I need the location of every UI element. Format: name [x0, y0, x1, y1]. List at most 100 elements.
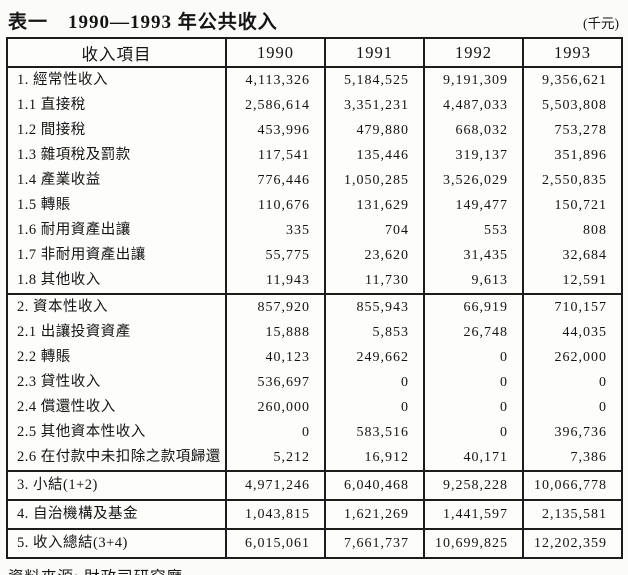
cell-value: 44,035: [522, 320, 622, 345]
header-cell-item: 收入項目: [7, 38, 226, 68]
cell-value: 1,441,597: [423, 499, 523, 529]
row-label: 2.6 在付款中未扣除之款項歸還: [17, 449, 221, 465]
cell-value: 536,697: [225, 370, 325, 395]
cell-value: 0: [324, 395, 424, 420]
cell-value: 396,736: [522, 420, 622, 445]
cell-value: 335: [225, 218, 325, 243]
table-row: 1. 經常性收入 4,113,326 5,184,525 9,191,309 9,356…: [7, 67, 622, 93]
cell-value: 0: [522, 395, 622, 420]
table-row: 4. 自治機構及基金 1,043,815 1,621,269 1,441,597 2,1…: [7, 499, 622, 529]
cell-value: 0: [423, 395, 523, 420]
cell-value: 1,043,815: [225, 499, 325, 529]
cell-value: 479,880: [324, 118, 424, 143]
cell-value: 11,730: [324, 268, 424, 294]
cell-value: 2,586,614: [225, 93, 325, 118]
cell-value: 0: [324, 370, 424, 395]
cell-value: 135,446: [324, 143, 424, 168]
cell-value: 710,157: [522, 293, 622, 320]
row-label: 1.3 雜項稅及罰款: [17, 147, 131, 163]
cell-value: 7,661,737: [324, 528, 424, 558]
table-body: 1. 經常性收入 4,113,326 5,184,525 9,191,309 9,356…: [7, 67, 622, 558]
row-label: 1.6 耐用資產出讓: [17, 222, 131, 238]
row-label: 1.4 產業收益: [17, 172, 101, 188]
cell-value: 6,015,061: [225, 528, 325, 558]
cell-value: 16,912: [324, 445, 424, 471]
cell-value: 857,920: [225, 293, 325, 320]
cell-value: 1,621,269: [324, 499, 424, 529]
cell-value: 583,516: [324, 420, 424, 445]
table-row: 2.4 償還性收入 260,000 0 0 0: [7, 395, 622, 420]
table-row: 1.2 間接稅 453,996 479,880 668,032 753,278: [7, 118, 622, 143]
table-row: 5. 收入總結(3+4) 6,015,061 7,661,737 10,699,825…: [7, 528, 622, 558]
row-label: 3. 小結(1+2): [7, 470, 226, 500]
table-row: 1.3 雜項稅及罰款 117,541 135,446 319,137 351,896: [7, 143, 622, 168]
cell-value: 3,526,029: [423, 168, 523, 193]
cell-value: 4,113,326: [225, 67, 325, 93]
header-cell-1990: 1990: [225, 38, 325, 68]
table-row: 1.5 轉賬 110,676 131,629 149,477 150,721: [7, 193, 622, 218]
row-label: 1.1 直接稅: [17, 97, 86, 113]
cell-value: 855,943: [324, 293, 424, 320]
cell-value: 150,721: [522, 193, 622, 218]
cell-value: 23,620: [324, 243, 424, 268]
cell-value: 40,171: [423, 445, 523, 471]
cell-value: 0: [423, 345, 523, 370]
cell-value: 40,123: [225, 345, 325, 370]
cell-value: 31,435: [423, 243, 523, 268]
cell-value: 5,212: [225, 445, 325, 471]
table-row: 1.4 產業收益 776,446 1,050,285 3,526,029 2,550,8…: [7, 168, 622, 193]
cell-value: 249,662: [324, 345, 424, 370]
cell-value: 66,919: [423, 293, 523, 320]
table-unit-label: (千元): [583, 16, 619, 31]
header-cell-1993: 1993: [522, 38, 622, 68]
table-row: 2. 資本性收入 857,920 855,943 66,919 710,157: [7, 293, 622, 320]
cell-value: 110,676: [225, 193, 325, 218]
table-row: 1.1 直接稅 2,586,614 3,351,231 4,487,033 5,503,…: [7, 93, 622, 118]
cell-value: 0: [522, 370, 622, 395]
row-label: 1.2 間接稅: [17, 122, 86, 138]
table-row: 2.3 貸性收入 536,697 0 0 0: [7, 370, 622, 395]
cell-value: 5,853: [324, 320, 424, 345]
cell-value: 351,896: [522, 143, 622, 168]
table-caption-row: 表一 1990—1993 年公共收入 (千元): [6, 5, 623, 37]
cell-value: 0: [225, 420, 325, 445]
table-title: 表一 1990—1993 年公共收入: [8, 12, 278, 33]
table-row: 1.7 非耐用資產出讓 55,775 23,620 31,435 32,684: [7, 243, 622, 268]
cell-value: 149,477: [423, 193, 523, 218]
cell-value: 10,066,778: [522, 470, 622, 500]
header-cell-1992: 1992: [423, 38, 523, 68]
cell-value: 12,202,359: [522, 528, 622, 558]
source-note: 資料來源: 財政司研究廳。: [6, 565, 623, 575]
cell-value: 131,629: [324, 193, 424, 218]
cell-value: 2,550,835: [522, 168, 622, 193]
cell-value: 753,278: [522, 118, 622, 143]
row-label: 1. 經常性收入: [17, 72, 108, 88]
row-label: 4. 自治機構及基金: [7, 499, 226, 529]
cell-value: 9,191,309: [423, 67, 523, 93]
row-label: 1.7 非耐用資產出讓: [17, 247, 146, 263]
table-row: 2.2 轉賬 40,123 249,662 0 262,000: [7, 345, 622, 370]
table-row: 1.8 其他收入 11,943 11,730 9,613 12,591: [7, 268, 622, 294]
cell-value: 668,032: [423, 118, 523, 143]
cell-value: 7,386: [522, 445, 622, 471]
row-label: 2.1 出讓投資資產: [17, 324, 131, 340]
public-revenue-table: 收入項目 1990 1991 1992 1993 1. 經常性收入 4,113,3…: [6, 37, 623, 559]
cell-value: 9,356,621: [522, 67, 622, 93]
header-row: 收入項目 1990 1991 1992 1993: [7, 38, 622, 68]
cell-value: 808: [522, 218, 622, 243]
row-label: 1.5 轉賬: [17, 197, 71, 213]
table-row: 2.1 出讓投資資產 15,888 5,853 26,748 44,035: [7, 320, 622, 345]
cell-value: 4,487,033: [423, 93, 523, 118]
cell-value: 12,591: [522, 268, 622, 294]
row-label: 2.3 貸性收入: [17, 374, 101, 390]
cell-value: 262,000: [522, 345, 622, 370]
cell-value: 2,135,581: [522, 499, 622, 529]
cell-value: 26,748: [423, 320, 523, 345]
row-label: 2.2 轉賬: [17, 349, 71, 365]
row-label: 2.4 償還性收入: [17, 399, 116, 415]
table-row: 2.6 在付款中未扣除之款項歸還 5,212 16,912 40,171 7,386: [7, 445, 622, 471]
row-label: 2. 資本性收入: [7, 293, 226, 320]
cell-value: 9,613: [423, 268, 523, 294]
row-label: 1.8 其他收入: [17, 272, 101, 288]
